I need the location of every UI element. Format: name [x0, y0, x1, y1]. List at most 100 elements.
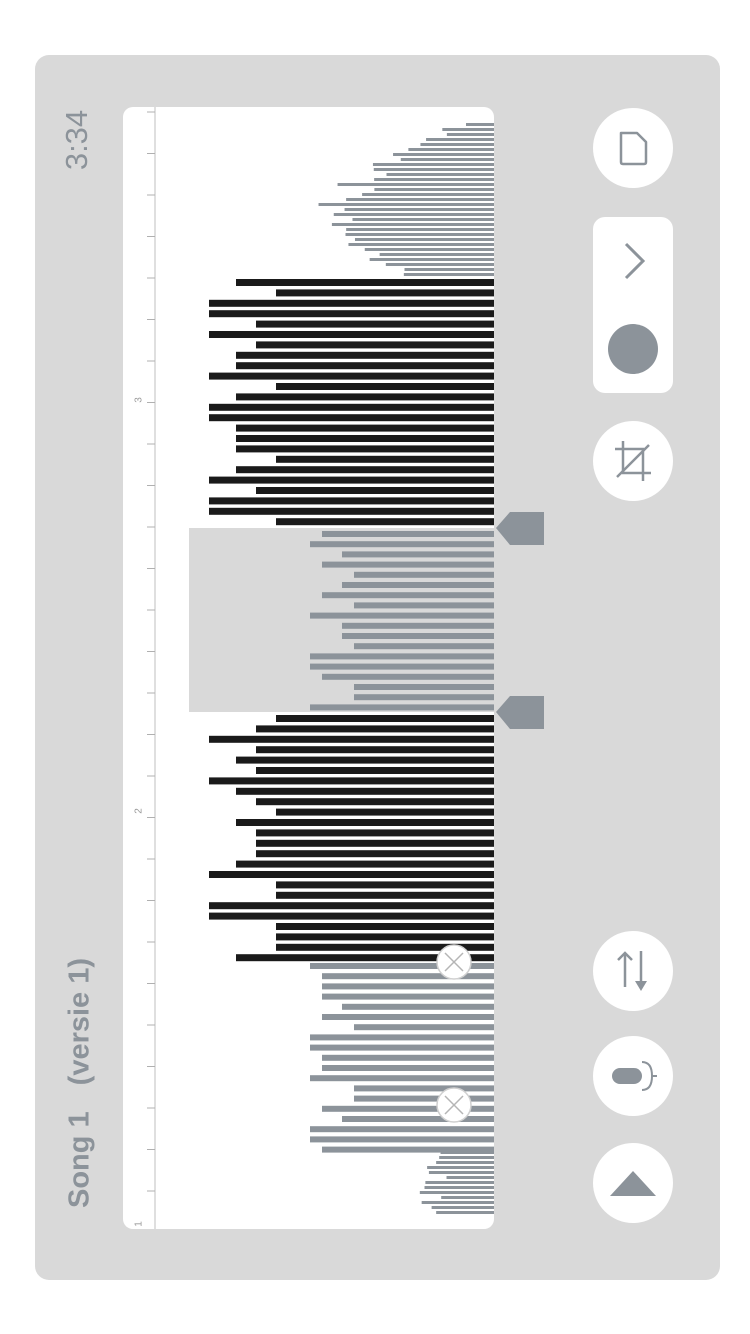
waveform-tick	[403, 273, 494, 276]
waveform-tick	[364, 248, 494, 251]
waveform-bar	[209, 902, 494, 910]
waveform-bar	[310, 1126, 494, 1133]
waveform-bar	[256, 839, 494, 847]
waveform-bar	[256, 725, 494, 733]
delete-marker-2[interactable]	[436, 1087, 472, 1123]
waveform-tick	[346, 198, 494, 201]
waveform-bar	[310, 612, 494, 619]
waveform-tick	[408, 148, 494, 151]
new-page-button[interactable]	[593, 108, 673, 188]
selection-region[interactable]	[189, 528, 494, 712]
waveform-bar	[322, 983, 494, 990]
next-button[interactable]	[593, 217, 673, 305]
waveform-bar	[276, 881, 494, 889]
waveform-bar	[209, 497, 494, 505]
ruler-label-3: 3	[133, 397, 145, 403]
waveform-bar	[236, 435, 494, 442]
waveform-bar	[236, 954, 494, 962]
waveform-bar	[209, 372, 494, 380]
waveform-tick	[373, 168, 494, 171]
waveform-bar	[354, 1095, 494, 1102]
waveform-bar	[342, 633, 494, 639]
waveform-bar	[236, 756, 494, 764]
selection-handle-bottom[interactable]	[496, 696, 544, 729]
waveform-tick	[420, 143, 494, 146]
waveform-tick	[427, 1166, 494, 1169]
waveform-tick	[362, 193, 494, 196]
waveform-bar	[310, 1075, 494, 1082]
waveform-bar	[276, 923, 494, 930]
waveform-bar	[236, 351, 494, 359]
microphone-button[interactable]	[593, 1036, 673, 1116]
waveform-tick	[426, 138, 494, 141]
playback-group	[593, 217, 673, 393]
waveform-bar	[322, 531, 494, 537]
waveform-tick	[352, 218, 494, 221]
waveform-bar	[236, 424, 494, 432]
waveform-bar	[256, 487, 494, 494]
waveform-bars	[209, 123, 494, 1214]
waveform-tick	[466, 123, 494, 126]
waveform-bar	[236, 819, 494, 826]
waveform-tick	[385, 263, 494, 266]
waveform-tick	[369, 258, 494, 261]
waveform-bar	[209, 735, 494, 743]
waveform-bar	[276, 943, 494, 951]
waveform-bar	[276, 383, 494, 390]
waveform-bar	[342, 1003, 494, 1010]
waveform-tick	[345, 233, 494, 236]
waveform-tick	[374, 188, 494, 191]
chevron-right-icon	[624, 242, 646, 280]
time-text: 3:34	[59, 109, 94, 171]
record-button[interactable]	[593, 305, 673, 393]
swap-button[interactable]	[593, 931, 673, 1011]
waveform-bar	[209, 777, 494, 785]
waveform-bar	[322, 673, 494, 680]
waveform-bar	[310, 663, 494, 670]
song-title: Song 1 (versie 1)	[55, 930, 105, 1235]
waveform-bar	[276, 289, 494, 297]
waveform-bar	[256, 767, 494, 774]
waveform-tick	[354, 238, 494, 241]
waveform-tick	[440, 1151, 494, 1154]
timeline-ruler	[147, 107, 156, 1229]
waveform-bar	[310, 1136, 494, 1143]
waveform-bar	[310, 653, 494, 660]
waveform-bar	[354, 1024, 494, 1031]
waveform-bar	[256, 798, 494, 806]
waveform-tick	[446, 133, 494, 136]
waveform-bar	[236, 362, 494, 370]
microphone-icon	[612, 1061, 657, 1091]
waveform-bar	[236, 393, 494, 401]
waveform-tick	[337, 183, 494, 186]
waveform-tick	[348, 243, 494, 246]
waveform-bar	[322, 592, 494, 599]
waveform-area[interactable]	[123, 107, 494, 1229]
delete-marker-1[interactable]	[436, 944, 472, 980]
waveform-tick	[386, 173, 494, 176]
record-dot-icon	[608, 324, 658, 374]
waveform-tick	[441, 1196, 494, 1199]
waveform-tick	[379, 253, 494, 256]
waveform-bar	[209, 912, 494, 920]
waveform-bar	[276, 715, 494, 722]
crop-button[interactable]	[593, 421, 673, 501]
waveform-bar	[342, 622, 494, 629]
waveform-bar	[322, 1146, 494, 1153]
waveform-bar	[276, 518, 494, 526]
waveform-bar	[322, 993, 494, 1000]
waveform-tick	[344, 208, 494, 211]
waveform-bar	[342, 582, 494, 588]
waveform-bar	[209, 871, 494, 878]
waveform-svg[interactable]	[123, 107, 494, 1229]
selection-handle-top[interactable]	[496, 512, 544, 545]
waveform-bar	[354, 643, 494, 650]
waveform-bar	[310, 1034, 494, 1041]
waveform-bar	[322, 1054, 494, 1061]
collapse-button[interactable]	[593, 1143, 673, 1223]
waveform-bar	[209, 310, 494, 318]
waveform-tick	[424, 1186, 494, 1189]
waveform-bar	[276, 933, 494, 941]
waveform-bar	[342, 551, 494, 558]
waveform-bar	[310, 1044, 494, 1051]
